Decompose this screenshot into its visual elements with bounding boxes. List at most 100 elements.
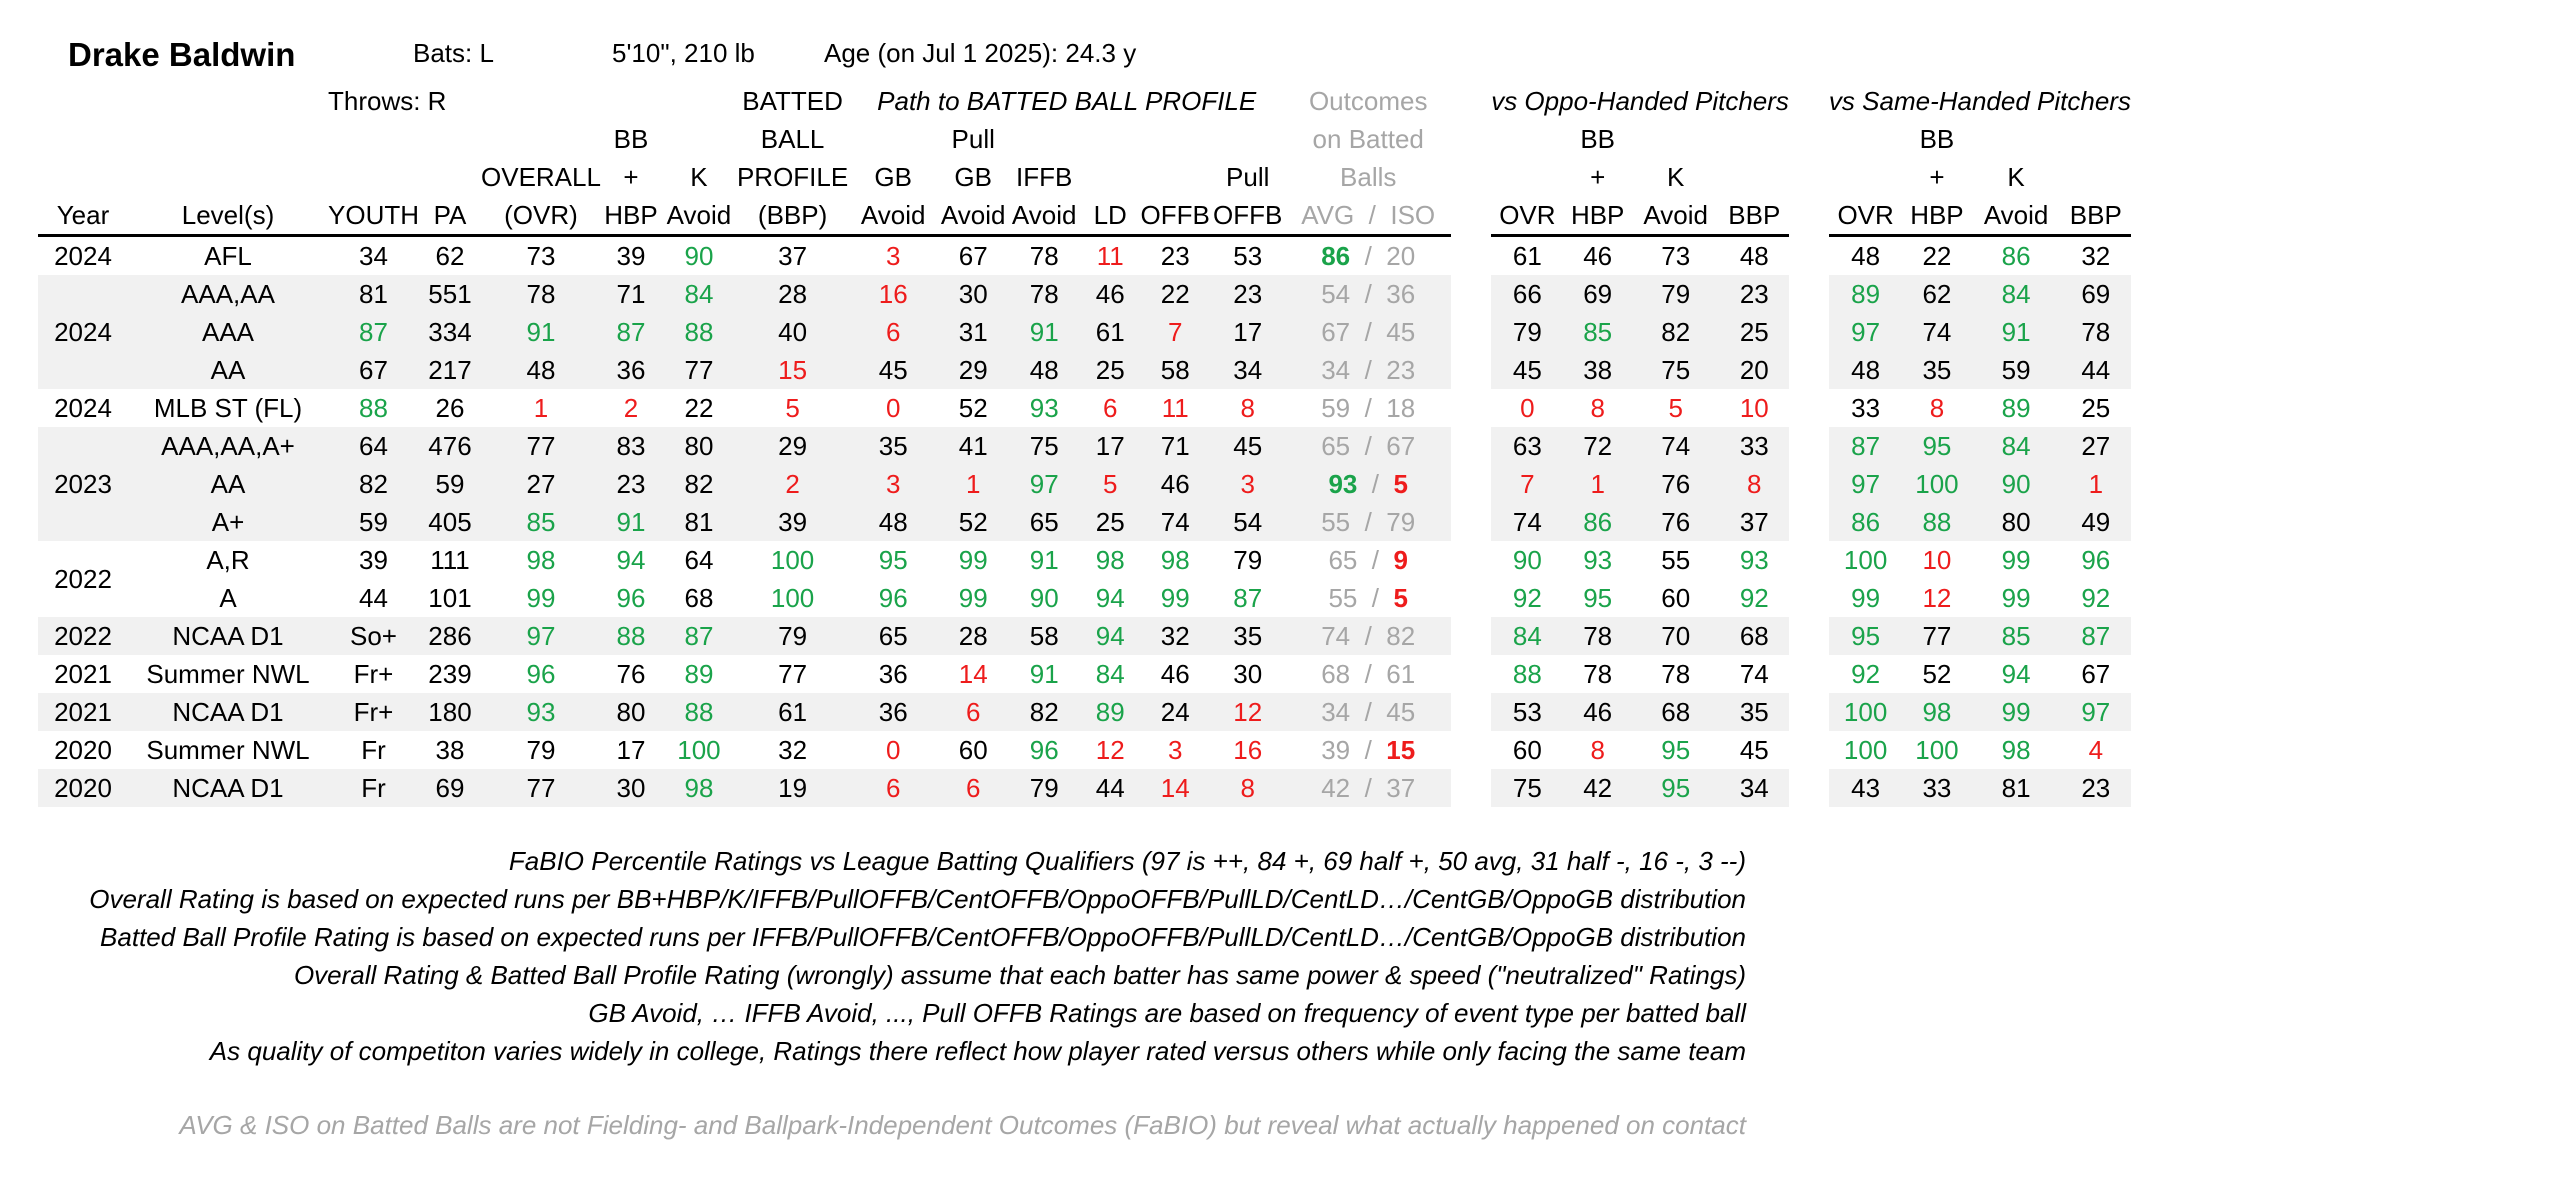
- cell-bb: 2: [623, 393, 639, 423]
- cell-s-ovr: 95: [1828, 617, 1903, 655]
- cell-o-bb: 85: [1563, 313, 1632, 351]
- cell-pa: 551: [419, 275, 481, 313]
- cell-s-k: 91: [1971, 313, 2061, 351]
- bbp-header-4: (BBP): [736, 196, 849, 237]
- cell-year: 2020: [38, 769, 128, 807]
- gap-cell: [1451, 465, 1492, 503]
- cell-poffb: 87: [1233, 583, 1263, 613]
- cell-k: 82: [660, 465, 737, 503]
- cell-avg-iso: 65 / 67: [1285, 427, 1452, 465]
- table-row: 2024 AAA,AA 81 551 78 71 84 28 16 30 78 46 22 23 54 / …: [38, 275, 2131, 389]
- cell-iffb: 78: [1008, 275, 1081, 313]
- table-row: 2020 Summer NWL Fr 38 79 17 100 32 0 60 96 12 3 16 39 …: [38, 731, 2131, 769]
- cell-bb: 23: [600, 465, 661, 503]
- cell-ld: 25: [1080, 351, 1141, 389]
- cell-avg-iso: 34 / 45: [1285, 693, 1452, 731]
- cell-ld: 5: [1080, 465, 1141, 503]
- cell-iffb: 82: [1008, 693, 1081, 731]
- cell-o-ovr: 92: [1512, 583, 1542, 613]
- cell-gb: 96: [878, 583, 908, 613]
- gap-cell: [1451, 579, 1491, 617]
- cell-o-bbp: 23: [1719, 275, 1789, 313]
- cell-pgb: 99: [958, 583, 988, 613]
- cell-gb: 45: [848, 351, 939, 389]
- cell-ld: 98: [1095, 545, 1125, 575]
- cell-iffb: 48: [1008, 351, 1081, 389]
- cell-offb: 74: [1140, 503, 1211, 541]
- cell-ld: 94: [1080, 617, 1141, 655]
- cell-o-bbp: 37: [1719, 503, 1789, 541]
- cell-ld: 89: [1080, 693, 1141, 731]
- cell-bb: 71: [600, 275, 661, 313]
- same-bbp-header: BBP: [2060, 196, 2131, 237]
- cell-avg-iso: 54 / 36: [1285, 275, 1452, 313]
- cell-o-k: 5: [1668, 393, 1683, 423]
- cell-year: 2024: [54, 241, 112, 271]
- gap-cell: [1788, 465, 1829, 503]
- cell-iso: 79: [1386, 507, 1416, 537]
- cell-level: MLB ST (FL): [153, 393, 303, 423]
- cell-o-ovr: 7: [1491, 465, 1564, 503]
- note-line: As quality of competiton varies widely i…: [209, 1036, 1746, 1066]
- same-bb-header-1: BB: [1919, 124, 1955, 154]
- k-header-2: Avoid: [660, 196, 737, 237]
- cell-avg: 93: [1328, 469, 1358, 499]
- note-line: Overall Rating is based on expected runs…: [89, 884, 1746, 914]
- cell-poffb: 79: [1233, 545, 1263, 575]
- cell-ovr: 1: [533, 393, 549, 423]
- cell-offb: 14: [1140, 769, 1211, 807]
- cell-iffb: 91: [1029, 659, 1059, 689]
- cell-k: 100: [677, 735, 721, 765]
- cell-ld: 61: [1080, 313, 1141, 351]
- cell-iso: 9: [1393, 545, 1408, 575]
- cell-year: 2022: [54, 564, 112, 594]
- same-ovr-header: OVR: [1828, 196, 1903, 237]
- cell-pa: 26: [435, 393, 465, 423]
- gap-cell: [1451, 236, 1491, 276]
- cell-avg: 68: [1321, 659, 1351, 689]
- cell-pgb: 52: [938, 503, 1009, 541]
- same-bb-header-2: +: [1929, 162, 1945, 192]
- cell-o-ovr: 53: [1491, 693, 1564, 731]
- cell-o-bbp: 45: [1739, 735, 1769, 765]
- cell-youth: Fr+: [353, 659, 394, 689]
- cell-avg-iso: 93 / 5: [1285, 465, 1452, 503]
- cell-youth: 34: [359, 241, 388, 271]
- offb-header: OFFB: [1140, 196, 1211, 237]
- cell-o-bb: 1: [1563, 465, 1632, 503]
- gb-header-2: Avoid: [848, 196, 939, 237]
- cell-o-bb: 78: [1583, 659, 1613, 689]
- cell-bbp: 29: [736, 427, 849, 465]
- cell-gb: 36: [848, 693, 939, 731]
- cell-o-bb: 42: [1563, 769, 1632, 807]
- cell-gb: 6: [848, 313, 939, 351]
- avg-iso-separator: /: [1357, 469, 1394, 499]
- cell-o-bbp: 33: [1719, 427, 1789, 465]
- cell-pa: 239: [428, 659, 472, 689]
- cell-bbp: 100: [770, 583, 815, 613]
- cell-pgb: 67: [958, 241, 988, 271]
- cell-s-ovr: 97: [1828, 465, 1903, 503]
- bb-header-3: HBP: [600, 196, 661, 237]
- cell-s-bb: 10: [1922, 545, 1952, 575]
- cell-s-bb: 98: [1902, 693, 1972, 731]
- cell-o-bb: 86: [1563, 503, 1632, 541]
- cell-pgb: 1: [938, 465, 1009, 503]
- cell-poffb: 34: [1210, 351, 1286, 389]
- cell-s-ovr: 99: [1851, 583, 1881, 613]
- cell-o-bb: 69: [1563, 275, 1632, 313]
- cell-level: A: [219, 583, 237, 613]
- cell-pgb: 28: [938, 617, 1009, 655]
- ratings-table: Throws: R BATTED Path to BATTED BALL PRO…: [38, 82, 2131, 807]
- cell-pgb: 41: [938, 427, 1009, 465]
- cell-level: A+: [128, 503, 328, 541]
- cell-s-bbp: 23: [2060, 769, 2131, 807]
- cell-o-k: 78: [1661, 659, 1691, 689]
- gb-header-1: GB: [874, 162, 912, 192]
- cell-youth: 44: [359, 583, 388, 613]
- pull-offb-header-2: OFFB: [1210, 196, 1286, 237]
- cell-avg: 34: [1321, 697, 1351, 727]
- cell-bb: 96: [616, 583, 646, 613]
- cell-youth: Fr+: [328, 693, 419, 731]
